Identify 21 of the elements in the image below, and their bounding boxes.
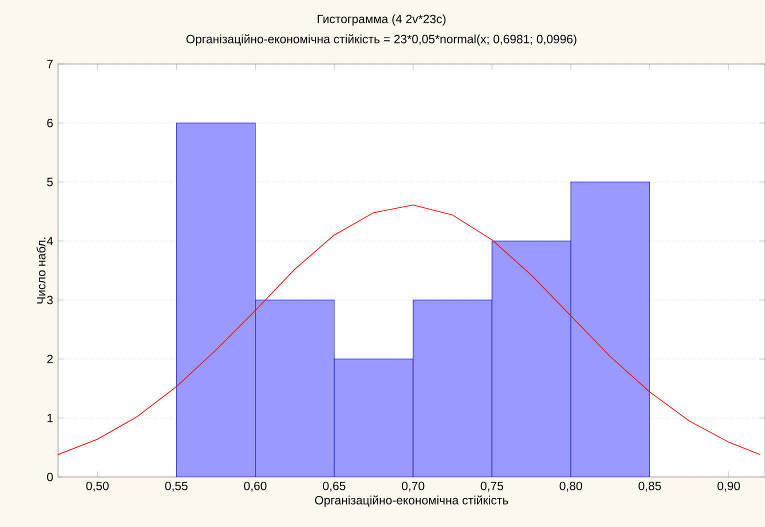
x-tick-label: 0,75 bbox=[480, 482, 504, 492]
chart-subtitle: Організаційно-економічна стійкість = 23*0,05*normal(x; 0,6981; 0,0996) bbox=[186, 34, 576, 46]
x-tick-label: 0,55 bbox=[165, 482, 188, 492]
x-tick-label: 0,50 bbox=[86, 482, 109, 492]
x-tick-label: 0,60 bbox=[244, 482, 266, 492]
x-tick-label: 0,90 bbox=[717, 482, 740, 492]
y-tick-label: 3 bbox=[47, 296, 53, 304]
y-axis-title: Число набл. bbox=[36, 238, 46, 304]
x-tick-label: 0,65 bbox=[322, 482, 346, 492]
y-tick-label: 0 bbox=[47, 472, 53, 482]
chart-title: Гистограмма (4 2v*23c) bbox=[318, 14, 446, 26]
x-tick-label: 0,85 bbox=[638, 482, 661, 492]
x-axis-title: Організаційно-економічна стійкість bbox=[314, 495, 508, 507]
x-tick-label: 0,80 bbox=[560, 482, 582, 492]
x-tick-label: 0,70 bbox=[402, 482, 424, 492]
y-tick-label: 6 bbox=[47, 118, 53, 128]
y-tick-label: 1 bbox=[48, 414, 53, 422]
y-tick-label: 7 bbox=[47, 60, 53, 68]
y-tick-label: 5 bbox=[47, 178, 53, 186]
y-tick-label: 2 bbox=[47, 354, 53, 364]
y-tick-label: 4 bbox=[46, 236, 53, 246]
